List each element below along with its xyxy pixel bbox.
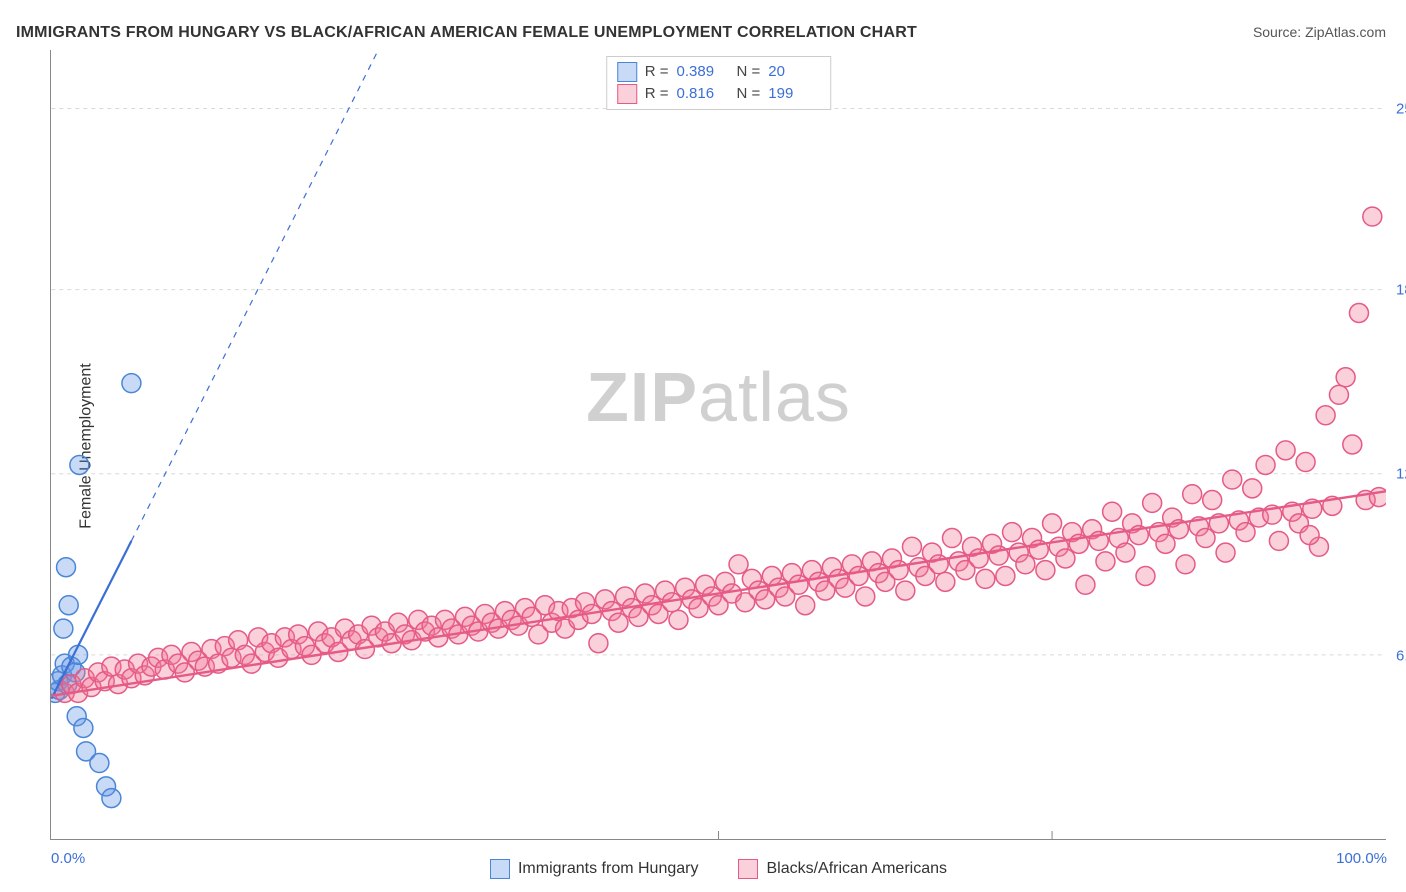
legend-n-label: N = [737,61,761,83]
legend-r-label: R = [645,61,669,83]
swatch-blue-icon-2 [490,859,510,879]
legend-series: Immigrants from Hungary Blacks/African A… [51,859,1386,879]
y-tick-label: 18.8% [1396,281,1406,298]
swatch-blue-icon [617,62,637,82]
chart-title: IMMIGRANTS FROM HUNGARY VS BLACK/AFRICAN… [16,24,917,42]
source-label: Source: ZipAtlas.com [1253,24,1386,40]
chart-plot-area: ZIPatlas R = 0.389 N = 20 R = 0.816 N = … [50,50,1386,840]
swatch-pink-icon [617,84,637,104]
chart-svg [51,50,1386,839]
y-tick-label: 25.0% [1396,100,1406,117]
legend-n-label-2: N = [737,83,761,105]
legend-item-pink: Blacks/African Americans [738,859,947,879]
legend-item-blue: Immigrants from Hungary [490,859,699,879]
legend-r-blue: 0.389 [677,61,729,83]
legend-r-label-2: R = [645,83,669,105]
legend-correlation: R = 0.389 N = 20 R = 0.816 N = 199 [606,56,832,110]
x-tick-label: 0.0% [51,850,85,867]
legend-row-blue: R = 0.389 N = 20 [617,61,821,83]
y-tick-label: 12.5% [1396,466,1406,483]
swatch-pink-icon-2 [738,859,758,879]
legend-label-pink: Blacks/African Americans [766,860,947,878]
legend-n-blue: 20 [768,61,820,83]
y-tick-label: 6.3% [1396,647,1406,664]
legend-r-pink: 0.816 [677,83,729,105]
legend-n-pink: 199 [768,83,820,105]
legend-row-pink: R = 0.816 N = 199 [617,83,821,105]
legend-label-blue: Immigrants from Hungary [518,860,699,878]
x-tick-label: 100.0% [1336,850,1387,867]
